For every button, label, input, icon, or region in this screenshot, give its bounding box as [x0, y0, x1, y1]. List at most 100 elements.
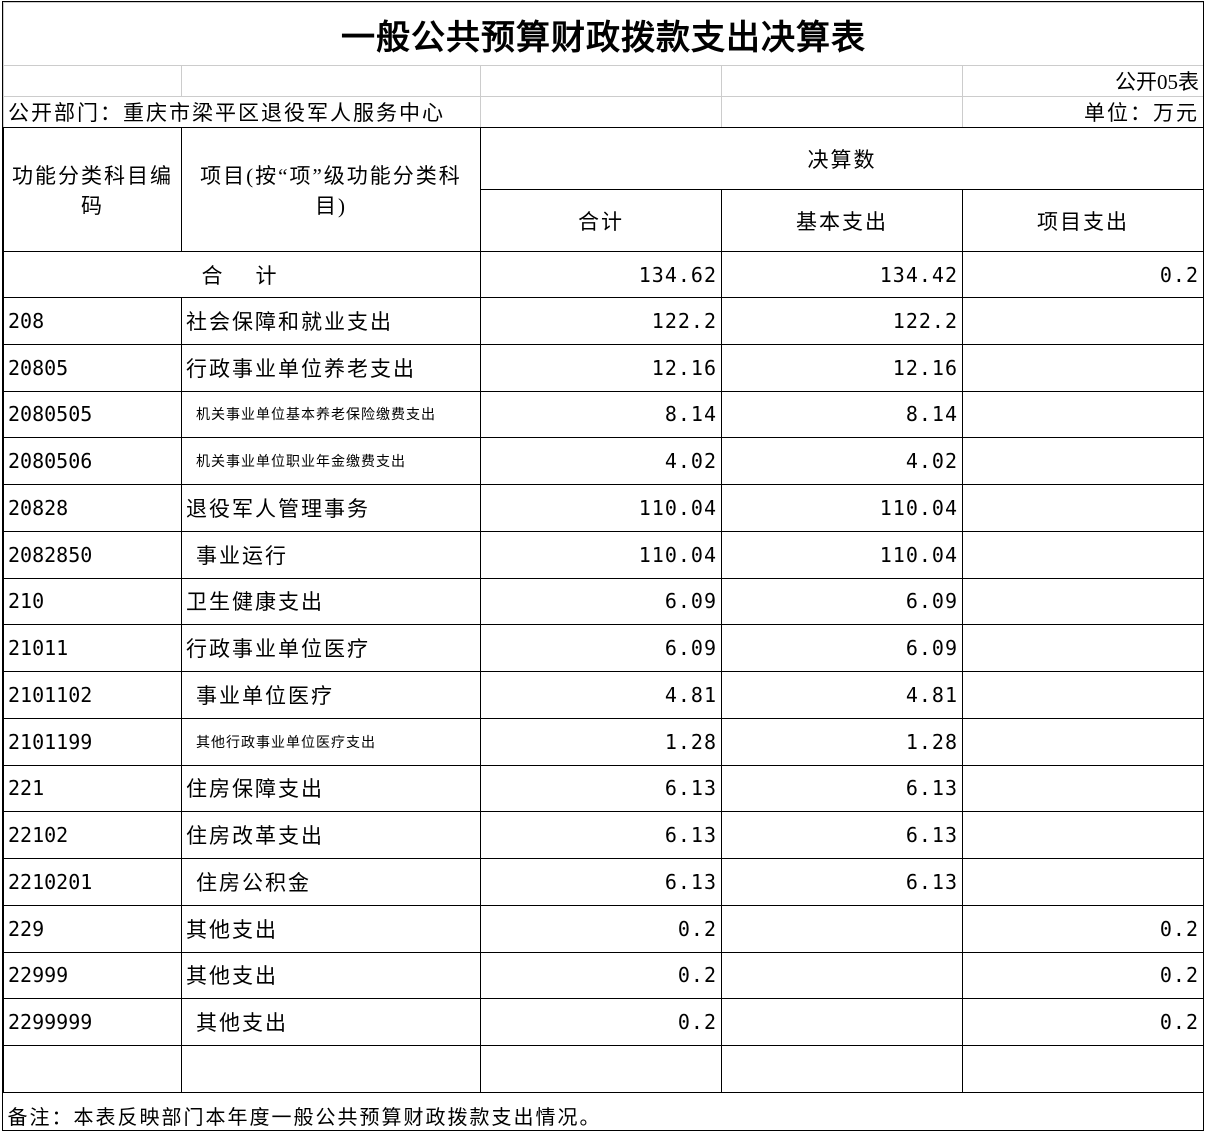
code-cell: 2101102	[3, 671, 182, 719]
amount-cell: 8.14	[721, 390, 963, 439]
amount-cell: 6.13	[480, 764, 722, 813]
empty-cell	[961, 1045, 1205, 1093]
name-cell: 住房保障支出	[181, 764, 481, 813]
total-cell: 134.42	[721, 251, 963, 298]
amount-cell	[961, 671, 1205, 719]
amount-cell: 6.13	[721, 811, 963, 859]
code-cell: 2299999	[3, 998, 182, 1046]
note-row: 备注：本表反映部门本年度一般公共预算财政拨款支出情况。	[3, 1092, 1204, 1139]
name-cell: 行政事业单位医疗	[181, 624, 481, 672]
amount-cell: 4.02	[480, 437, 722, 485]
code-cell: 229	[3, 904, 182, 953]
amount-cell: 6.13	[480, 811, 722, 859]
amount-cell	[961, 297, 1205, 345]
name-cell: 其他支出	[181, 998, 481, 1046]
col-project: 项目支出	[961, 189, 1205, 252]
title: 一般公共预算财政拨款支出决算表	[2, 2, 1205, 66]
table-row: 20805 行政事业单位养老支出 12.16 12.16	[3, 343, 1205, 392]
amount-cell	[961, 858, 1205, 906]
amount-cell: 6.09	[721, 577, 963, 626]
table-row: 229 其他支出 0.2 0.2	[3, 904, 1205, 953]
amount-cell	[721, 904, 963, 953]
amount-cell: 110.04	[721, 484, 963, 532]
amount-cell: 6.09	[480, 624, 722, 672]
name-cell: 社会保障和就业支出	[181, 297, 481, 345]
name-cell: 退役军人管理事务	[181, 484, 481, 532]
amount-cell: 1.28	[721, 717, 963, 766]
table-row: 20828 退役军人管理事务 110.04 110.04	[3, 484, 1205, 532]
table-row: 21011 行政事业单位医疗 6.09 6.09	[3, 624, 1205, 672]
empty-row	[3, 1045, 1205, 1093]
table-row: 22999 其他支出 0.2 0.2	[3, 951, 1205, 1000]
code-cell: 210	[3, 577, 182, 626]
name-cell: 其他支出	[181, 951, 481, 1000]
amount-cell: 8.14	[480, 390, 722, 439]
code-cell: 221	[3, 764, 182, 813]
amount-cell: 4.81	[480, 671, 722, 719]
empty-cell	[181, 1045, 481, 1093]
amount-cell	[961, 624, 1205, 672]
table-row: 210 卫生健康支出 6.09 6.09	[3, 577, 1205, 626]
amount-cell	[961, 484, 1205, 532]
table-row: 2210201 住房公积金 6.13 6.13	[3, 858, 1205, 906]
amount-cell: 1.28	[480, 717, 722, 766]
code-cell: 22999	[3, 951, 182, 1000]
code-cell: 2082850	[3, 530, 182, 579]
amount-cell: 12.16	[721, 343, 963, 392]
empty-cell	[480, 1045, 722, 1093]
amount-cell	[961, 717, 1205, 766]
amount-cell	[961, 764, 1205, 813]
amount-cell: 0.2	[961, 998, 1205, 1046]
name-cell: 行政事业单位养老支出	[181, 343, 481, 392]
name-cell: 其他支出	[181, 904, 481, 953]
department: 公开部门：重庆市梁平区退役军人服务中心	[3, 96, 481, 128]
table-row: 2299999 其他支出 0.2 0.2	[3, 998, 1205, 1046]
amount-cell: 0.2	[480, 951, 722, 1000]
name-cell: 其他行政事业单位医疗支出	[181, 717, 481, 766]
table-row: 22102 住房改革支出 6.13 6.13	[3, 811, 1205, 859]
amount-cell: 6.13	[480, 858, 722, 906]
amount-cell	[961, 811, 1205, 859]
code-cell: 2080506	[3, 437, 182, 485]
name-cell: 住房改革支出	[181, 811, 481, 859]
table-row: 2101199 其他行政事业单位医疗支出 1.28 1.28	[3, 717, 1205, 766]
amount-cell: 0.2	[480, 998, 722, 1046]
amount-cell: 6.09	[721, 624, 963, 672]
total-cell: 134.62	[480, 251, 722, 298]
amount-cell	[721, 951, 963, 1000]
table-row: 2080505 机关事业单位基本养老保险缴费支出 8.14 8.14	[3, 390, 1205, 439]
amount-cell	[961, 577, 1205, 626]
amount-cell: 110.04	[480, 484, 722, 532]
name-cell: 机关事业单位职业年金缴费支出	[181, 437, 481, 485]
col-name: 项目(按“项”级功能分类科目)	[181, 127, 481, 252]
amount-cell: 0.2	[961, 904, 1205, 953]
table-row: 208 社会保障和就业支出 122.2 122.2	[3, 297, 1205, 345]
table-row: 2080506 机关事业单位职业年金缴费支出 4.02 4.02	[3, 437, 1205, 485]
col-amount: 决算数	[479, 127, 1205, 190]
amount-cell	[961, 437, 1205, 485]
name-cell: 卫生健康支出	[181, 577, 481, 626]
code-cell: 2080505	[3, 390, 182, 439]
amount-cell: 110.04	[721, 530, 963, 579]
code-cell: 208	[3, 297, 182, 345]
code-cell: 2101199	[3, 717, 182, 766]
name-cell: 机关事业单位基本养老保险缴费支出	[181, 390, 481, 439]
code-cell: 20828	[3, 484, 182, 532]
table-row: 221 住房保障支出 6.13 6.13	[3, 764, 1205, 813]
empty-cell	[721, 1045, 963, 1093]
amount-cell	[961, 390, 1205, 439]
col-code: 功能分类科目编码	[3, 127, 182, 252]
code-cell: 22102	[3, 811, 182, 859]
table-row: 2101102 事业单位医疗 4.81 4.81	[3, 671, 1205, 719]
amount-cell: 6.13	[721, 858, 963, 906]
amount-cell: 0.2	[480, 904, 722, 953]
amount-cell: 6.09	[480, 577, 722, 626]
name-cell: 事业单位医疗	[181, 671, 481, 719]
total-cell: 0.2	[961, 251, 1205, 298]
note: 备注：本表反映部门本年度一般公共预算财政拨款支出情况。	[3, 1092, 1204, 1139]
amount-cell: 110.04	[480, 530, 722, 579]
amount-cell: 12.16	[480, 343, 722, 392]
amount-cell: 4.81	[721, 671, 963, 719]
